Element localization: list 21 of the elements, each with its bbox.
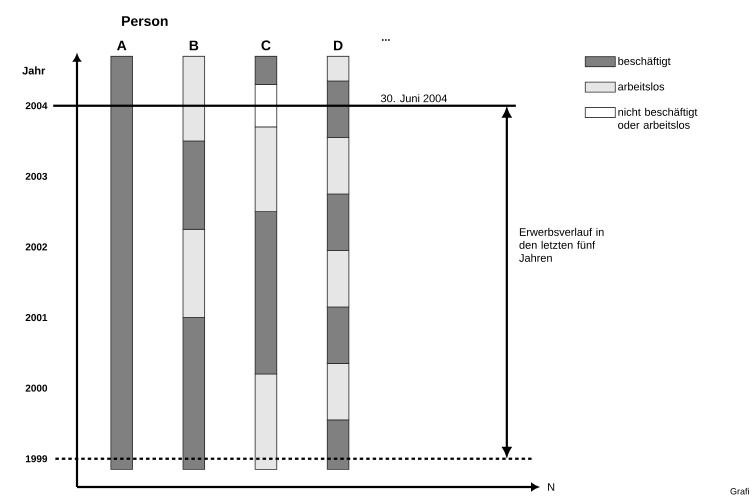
ref-line-label: 30. Juni 2004	[380, 94, 448, 102]
text: ...	[382, 39, 390, 41]
y-tick-label: 2000	[26, 384, 48, 392]
text: Person	[122, 16, 168, 26]
y-tick-label: 2003	[26, 172, 48, 180]
legend-label: nicht beschäftigt oder arbeitslos	[618, 108, 698, 129]
bar	[110, 56, 133, 470]
x-tick-label: D	[334, 40, 343, 50]
y-tick-label: 2002	[26, 243, 48, 250]
x-tick-label: C	[261, 40, 271, 50]
text: Erwerbsverlauf in den letzten fünf Jahren	[519, 228, 604, 262]
legend-label: beschäftigt	[618, 56, 671, 68]
y-tick-label: 2001	[26, 314, 48, 322]
y-tick-label: 2004	[26, 102, 48, 110]
x-tick-label: A	[117, 40, 126, 50]
text: N	[548, 483, 554, 491]
y-axis-title: Jahr	[22, 66, 46, 74]
text: Grafi	[730, 488, 749, 494]
y-tick-label: 1999	[26, 455, 48, 462]
x-tick-label: B	[190, 40, 198, 50]
legend-label: arbeitslos	[618, 82, 664, 90]
